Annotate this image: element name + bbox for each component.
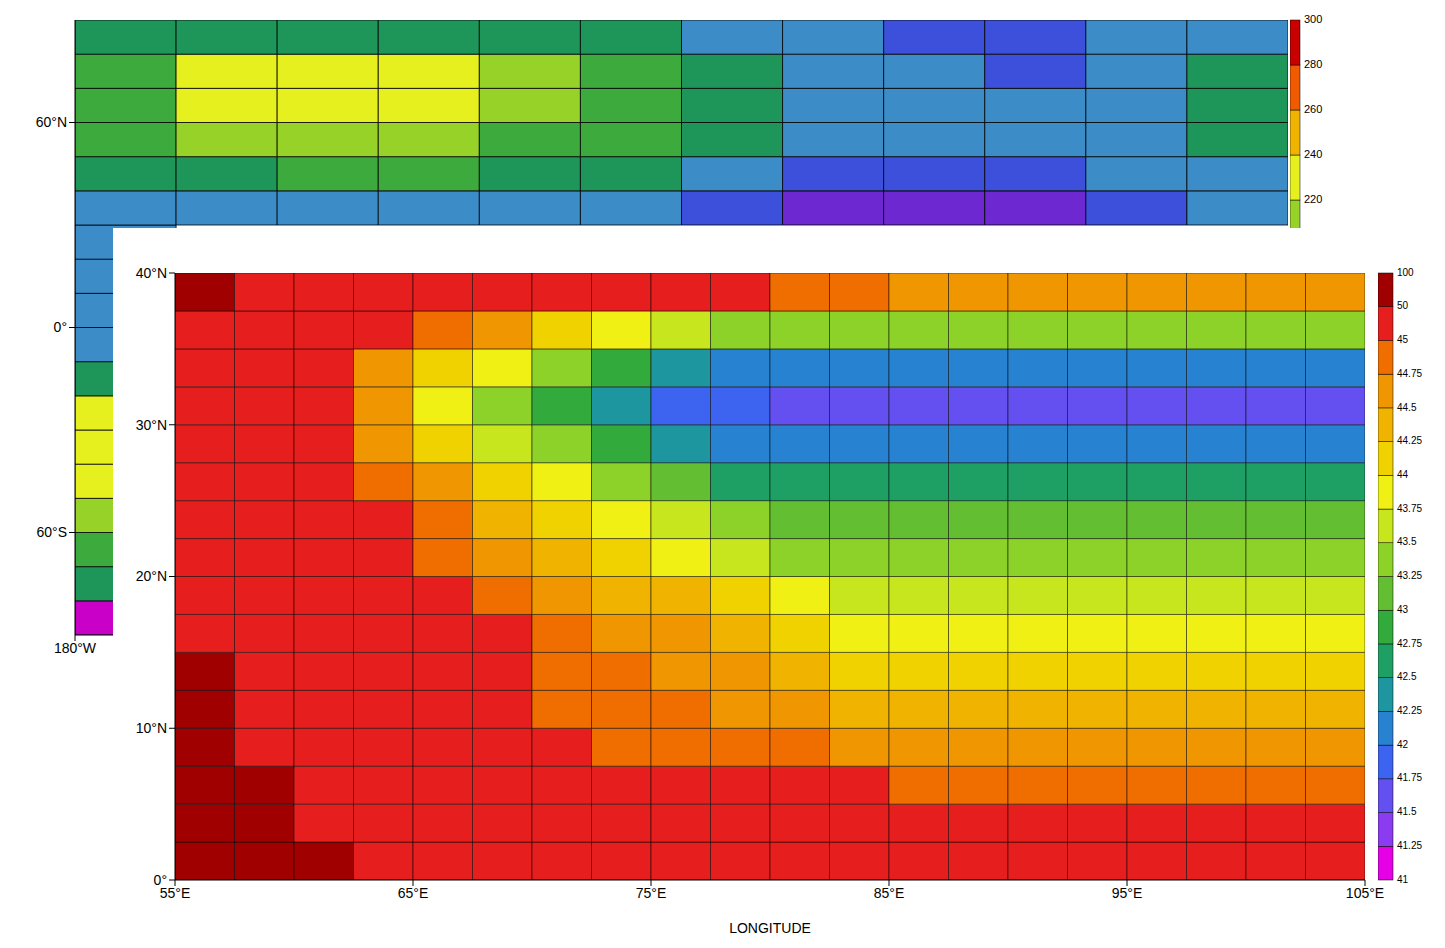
svg-text:180°W: 180°W xyxy=(54,640,97,656)
svg-text:240: 240 xyxy=(1304,148,1322,160)
svg-text:42.5: 42.5 xyxy=(1397,671,1417,682)
svg-text:44: 44 xyxy=(1397,469,1409,480)
svg-text:105°E: 105°E xyxy=(1346,885,1384,901)
svg-text:85°E: 85°E xyxy=(874,885,905,901)
svg-text:300: 300 xyxy=(1304,13,1322,25)
svg-text:41.5: 41.5 xyxy=(1397,806,1417,817)
svg-text:42: 42 xyxy=(1397,739,1409,750)
svg-text:50: 50 xyxy=(1397,300,1409,311)
svg-text:0°: 0° xyxy=(154,872,167,888)
svg-text:280: 280 xyxy=(1304,58,1322,70)
svg-text:41.25: 41.25 xyxy=(1397,840,1422,851)
svg-text:0°: 0° xyxy=(54,319,67,335)
svg-text:44.5: 44.5 xyxy=(1397,402,1417,413)
svg-text:260: 260 xyxy=(1304,103,1322,115)
svg-text:40°N: 40°N xyxy=(136,265,167,281)
svg-text:41.75: 41.75 xyxy=(1397,772,1422,783)
svg-text:41: 41 xyxy=(1397,874,1409,885)
svg-text:10°N: 10°N xyxy=(136,720,167,736)
svg-text:43: 43 xyxy=(1397,604,1409,615)
svg-text:44.75: 44.75 xyxy=(1397,368,1422,379)
svg-text:55°E: 55°E xyxy=(159,884,191,901)
svg-text:60°N: 60°N xyxy=(36,114,67,130)
svg-text:42.25: 42.25 xyxy=(1397,705,1422,716)
svg-text:43.75: 43.75 xyxy=(1397,503,1422,514)
svg-text:43.5: 43.5 xyxy=(1397,536,1417,547)
svg-text:65°E: 65°E xyxy=(398,885,429,901)
svg-text:75°E: 75°E xyxy=(636,885,667,901)
svg-text:95°E: 95°E xyxy=(1112,885,1143,901)
svg-text:30°N: 30°N xyxy=(136,417,167,433)
svg-text:42.75: 42.75 xyxy=(1397,638,1422,649)
svg-text:44.25: 44.25 xyxy=(1397,435,1422,446)
svg-text:43.25: 43.25 xyxy=(1397,570,1422,581)
svg-text:LONGITUDE: LONGITUDE xyxy=(729,920,811,936)
svg-text:60°S: 60°S xyxy=(36,524,67,540)
svg-text:45: 45 xyxy=(1397,334,1409,345)
svg-text:220: 220 xyxy=(1304,193,1322,205)
svg-text:20°N: 20°N xyxy=(136,568,167,584)
svg-text:100: 100 xyxy=(1397,267,1414,278)
